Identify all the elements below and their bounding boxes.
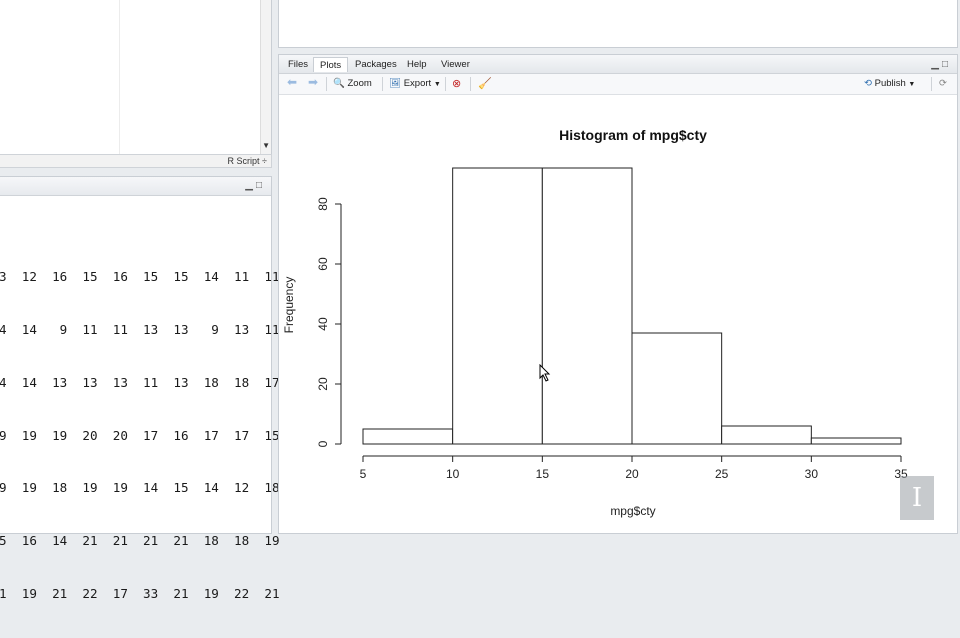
histogram-bar — [631, 332, 723, 445]
file-type-selector[interactable]: R Script ÷ — [227, 156, 267, 166]
x-axis: 5 10 15 20 25 30 35 — [360, 455, 908, 481]
maximize-icon[interactable]: □ — [255, 180, 265, 191]
toolbar-separator — [326, 77, 327, 91]
x-tick-label: 25 — [715, 467, 729, 481]
toolbar-separator — [470, 77, 471, 91]
console-line: 3 12 16 15 16 15 15 14 11 11 — [0, 269, 280, 285]
plots-toolbar: ⬅ ➡ 🔍 Zoom 🖼 Export ▼ ⊗ 🧹 ⟲ Publish ▼ ⟳ — [279, 74, 957, 95]
export-button[interactable]: 🖼 Export ▼ — [389, 77, 441, 92]
environment-pane[interactable] — [278, 0, 958, 48]
export-icon: 🖼 — [389, 78, 402, 89]
magnifier-icon: 🔍 — [333, 78, 345, 89]
x-tick-label: 10 — [446, 467, 460, 481]
remove-plot-icon[interactable]: ⊗ — [452, 78, 462, 90]
toolbar-separator — [382, 77, 383, 91]
source-status-bar: R Script ÷ — [0, 154, 272, 168]
forward-arrow-icon[interactable]: ➡ — [308, 75, 319, 89]
zoom-button[interactable]: 🔍 Zoom — [333, 77, 372, 91]
pane-window-controls: ▁□ — [245, 180, 265, 191]
x-axis-label: mpg$cty — [610, 504, 655, 518]
x-tick-label: 5 — [360, 467, 367, 481]
mouse-cursor-icon — [539, 364, 551, 382]
dropdown-caret-icon: ▼ — [908, 81, 916, 88]
histogram-plot: Histogram of mpg$cty 5 10 15 20 25 30 35 02040… — [282, 127, 908, 518]
tab-plots[interactable]: Plots — [313, 57, 349, 72]
y-tick-label: 80 — [316, 197, 330, 211]
console-line: 9 19 19 20 20 17 16 17 17 15 — [0, 427, 280, 443]
broom-clear-icon[interactable]: 🧹 — [478, 78, 492, 90]
histogram-bar — [362, 428, 454, 445]
publish-label: Publish — [874, 78, 906, 89]
minimize-icon[interactable]: ▁ — [245, 180, 256, 191]
source-editor-pane[interactable]: ▼ — [0, 0, 272, 158]
console-line: 4 14 13 13 13 11 13 18 18 17 — [0, 374, 280, 390]
scroll-down-icon[interactable]: ▼ — [262, 141, 270, 150]
tab-help[interactable]: Help — [407, 59, 427, 70]
y-axis: 0 20 40 60 80 — [316, 197, 342, 447]
export-label: Export — [403, 78, 432, 89]
maximize-icon[interactable]: □ — [941, 59, 951, 70]
zoom-label: Zoom — [347, 78, 372, 89]
console-line: 5 16 14 21 21 21 21 18 18 19 — [0, 533, 280, 549]
y-tick-label: 60 — [316, 257, 330, 271]
plots-pane[interactable]: Files Plots Packages Help Viewer ▁□ ⬅ ➡ … — [278, 54, 958, 534]
y-axis-label: Frequency — [282, 277, 296, 334]
histogram-bar — [721, 425, 812, 445]
tab-viewer[interactable]: Viewer — [441, 59, 470, 70]
x-tick-label: 15 — [536, 467, 550, 481]
histogram-bar — [810, 437, 902, 445]
minimize-icon[interactable]: ▁ — [931, 59, 942, 70]
histogram-bar — [541, 167, 633, 445]
toolbar-separator — [445, 77, 446, 91]
x-tick-label: 30 — [805, 467, 819, 481]
console-line: 1 19 21 22 17 33 21 19 22 21 — [0, 585, 280, 601]
x-tick-label: 20 — [625, 467, 639, 481]
editor-scrollbar[interactable]: ▼ — [260, 0, 271, 155]
brand-watermark-logo: I — [900, 476, 934, 520]
publish-icon: ⟲ — [864, 78, 872, 89]
tab-files[interactable]: Files — [288, 59, 309, 70]
pane-window-controls: ▁□ — [931, 59, 951, 70]
back-arrow-icon[interactable]: ⬅ — [287, 75, 298, 89]
dropdown-caret-icon: ▼ — [433, 81, 441, 88]
publish-button[interactable]: ⟲ Publish ▼ — [864, 77, 915, 92]
y-tick-label: 0 — [316, 440, 330, 447]
tab-packages[interactable]: Packages — [355, 59, 397, 70]
editor-margin-line — [119, 0, 120, 155]
refresh-icon[interactable]: ⟳ — [939, 78, 947, 89]
console-header: ▁□ — [0, 177, 271, 196]
console-pane[interactable]: ▁□ 3 12 16 15 16 15 15 14 11 11 4 14 9 1… — [0, 176, 280, 601]
toolbar-separator — [931, 77, 932, 91]
pane-tabbar: Files Plots Packages Help Viewer ▁□ — [279, 55, 957, 74]
y-tick-label: 20 — [316, 377, 330, 391]
y-tick-label: 40 — [316, 317, 330, 331]
histogram-bar — [452, 167, 543, 445]
console-line: 4 14 9 11 11 13 13 9 13 11 — [0, 321, 280, 337]
histogram-bars — [362, 167, 902, 445]
console-output: 3 12 16 15 16 15 15 14 11 11 4 14 9 11 1… — [0, 233, 280, 638]
chart-title: Histogram of mpg$cty — [559, 127, 707, 143]
console-line: 9 19 18 19 19 14 15 14 12 18 — [0, 480, 280, 496]
